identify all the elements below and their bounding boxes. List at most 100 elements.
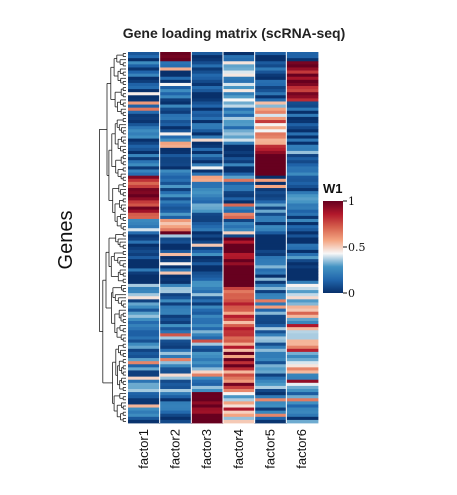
heatmap-cell [128, 55, 161, 59]
heatmap-cell [286, 364, 319, 368]
heatmap-cell [223, 70, 256, 75]
heatmap-cell [128, 308, 161, 313]
heatmap-cell [286, 107, 319, 112]
heatmap-cell [223, 203, 256, 207]
heatmap-cell [286, 231, 319, 235]
heatmap-cell [128, 147, 161, 152]
heatmap-cell [128, 277, 161, 282]
heatmap-cell [159, 392, 192, 396]
heatmap-cell [223, 82, 256, 87]
heatmap-cell [254, 73, 287, 78]
heatmap-cell [159, 351, 192, 356]
heatmap-cell [128, 302, 161, 306]
heatmap-cell [254, 64, 287, 68]
heatmap-cell [254, 293, 287, 297]
legend-title: W1 [323, 181, 343, 196]
heatmap-cell [159, 228, 192, 232]
heatmap-cell [254, 70, 287, 75]
heatmap-cell [223, 191, 256, 195]
heatmap-cell [159, 308, 192, 313]
color-legend: W1 00.51 [323, 181, 366, 300]
heatmap-cell [191, 320, 224, 325]
heatmap-cell [286, 218, 319, 223]
heatmap-cell [254, 169, 287, 173]
heatmap-cell [286, 296, 319, 300]
heatmap-cell [159, 243, 192, 248]
heatmap-cell [128, 212, 161, 217]
heatmap-cell [254, 212, 287, 217]
heatmap-cell [286, 52, 319, 56]
heatmap-cell [223, 76, 256, 81]
heatmap-cell [159, 110, 192, 115]
heatmap-cell [191, 101, 224, 105]
heatmap-cell [223, 184, 256, 189]
heatmap-cell [286, 154, 319, 158]
heatmap-cell [159, 82, 192, 87]
heatmap-cell [254, 92, 287, 96]
heatmap-cell [254, 129, 287, 133]
heatmap-cell [159, 144, 192, 149]
heatmap-cell [191, 123, 224, 127]
heatmap-cell [286, 361, 319, 365]
heatmap-cell [254, 336, 287, 340]
heatmap-cell [223, 410, 256, 415]
heatmap-cell [128, 209, 161, 214]
heatmap-cell [159, 404, 192, 408]
heatmap-cell [159, 154, 192, 158]
heatmap-cell [223, 308, 256, 313]
heatmap-cell [286, 345, 319, 350]
heatmap-cell [191, 361, 224, 365]
heatmap-cell [128, 339, 161, 344]
heatmap-cell [191, 333, 224, 337]
heatmap-cell [223, 345, 256, 350]
heatmap-cell [191, 302, 224, 306]
heatmap-cell [254, 330, 287, 334]
heatmap-cell [254, 249, 287, 254]
heatmap-cell [128, 228, 161, 232]
heatmap-cell [254, 271, 287, 275]
heatmap-cell [254, 259, 287, 263]
heatmap-cell [128, 317, 161, 322]
heatmap-cell [128, 218, 161, 223]
heatmap-cell [286, 330, 319, 334]
heatmap-cell [128, 388, 161, 393]
heatmap-cell [128, 385, 161, 390]
heatmap-cell [128, 76, 161, 81]
heatmap-cell [254, 392, 287, 396]
heatmap-cell [191, 243, 224, 248]
heatmap-cell [223, 280, 256, 285]
heatmap-cell [286, 283, 319, 288]
heatmap-cell [159, 222, 192, 226]
heatmap-cell [254, 367, 287, 371]
heatmap-cell [128, 172, 161, 177]
heatmap-cell [191, 342, 224, 347]
column-label: factor6 [294, 429, 309, 469]
heatmap-cell [191, 364, 224, 368]
heatmap-cell [191, 231, 224, 235]
heatmap-cell [191, 61, 224, 65]
heatmap-cell [128, 194, 161, 198]
heatmap-cell [254, 401, 287, 405]
heatmap-cell [286, 61, 319, 65]
heatmap-cell [286, 141, 319, 146]
heatmap-cell [159, 138, 192, 143]
heatmap-cell [191, 73, 224, 78]
heatmap-cell [128, 79, 161, 84]
heatmap-cell [128, 225, 161, 229]
heatmap-cell [159, 330, 192, 334]
heatmap-cell [159, 314, 192, 319]
heatmap-cell [286, 101, 319, 105]
heatmap-cell [128, 351, 161, 356]
heatmap-cell [223, 61, 256, 65]
heatmap-cell [254, 113, 287, 118]
heatmap-cell [223, 110, 256, 115]
heatmap-cell [223, 95, 256, 99]
heatmap-cell [128, 324, 161, 328]
heatmap-cell [223, 404, 256, 408]
heatmap-cell [191, 367, 224, 371]
heatmap-cell [286, 172, 319, 177]
heatmap-cell [159, 147, 192, 152]
heatmap-cell [128, 246, 161, 251]
heatmap-cell [128, 135, 161, 139]
